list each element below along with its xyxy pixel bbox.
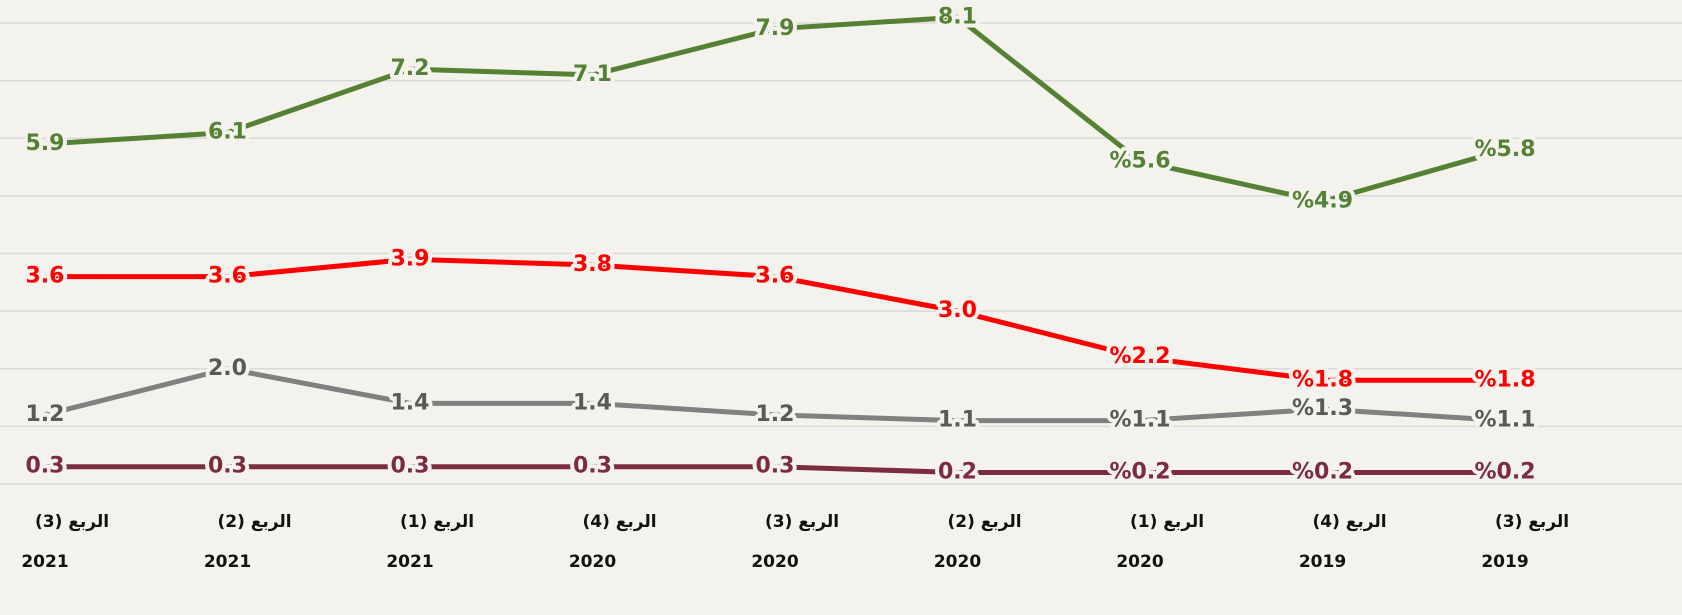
x-tick-label: الربع (3) <box>765 512 839 532</box>
x-tick-label: الربع (4) <box>582 512 656 532</box>
data-label: 0.3 <box>573 454 612 479</box>
data-label: %0.2 <box>1109 459 1170 484</box>
x-tick-label: الربع (3) <box>1495 512 1569 532</box>
data-label: %0.2 <box>1474 459 1535 484</box>
x-tick-year: 2020 <box>1116 552 1163 572</box>
x-tick-label: الربع (2) <box>217 512 291 532</box>
data-label: 3.6 <box>208 264 247 289</box>
x-tick-year: 2020 <box>751 552 798 572</box>
data-label: 0.3 <box>26 454 65 479</box>
data-label: 7.1 <box>573 62 612 87</box>
x-tick-label: الربع (4) <box>1312 512 1386 532</box>
data-label: %1.8 <box>1292 367 1353 392</box>
data-label: %1.1 <box>1474 408 1535 433</box>
data-label: 8.1 <box>938 4 977 29</box>
x-tick-year: 2021 <box>204 552 251 572</box>
data-label: 3.8 <box>573 252 612 277</box>
data-label: 0.2 <box>938 459 977 484</box>
data-label: 1.4 <box>391 390 430 415</box>
data-label: 3.6 <box>26 264 65 289</box>
x-tick-label: الربع (3) <box>35 512 109 532</box>
data-label: 1.1 <box>938 408 977 433</box>
data-label: 1.4 <box>573 390 612 415</box>
data-label: 5.9 <box>26 131 65 156</box>
data-label: %4.9 <box>1292 189 1353 214</box>
series-line <box>44 366 1506 424</box>
data-label: 6.1 <box>208 120 247 145</box>
data-label: 2.0 <box>208 356 247 381</box>
x-tick-year: 2019 <box>1481 552 1528 572</box>
x-tick-label: الربع (1) <box>400 512 474 532</box>
data-label: %1.8 <box>1474 367 1535 392</box>
x-tick-year: 2019 <box>1299 552 1346 572</box>
data-label: %5.6 <box>1109 148 1170 173</box>
series-line <box>45 464 1505 475</box>
x-tick-label: الربع (2) <box>947 512 1021 532</box>
data-label: 1.2 <box>26 402 65 427</box>
data-label: %1.1 <box>1109 408 1170 433</box>
data-label: 7.2 <box>391 56 430 81</box>
x-tick-year: 2020 <box>934 552 981 572</box>
data-label: %0.2 <box>1292 459 1353 484</box>
x-tick-year: 2021 <box>386 552 433 572</box>
series-line <box>45 256 1505 383</box>
x-tick-year: 2020 <box>569 552 616 572</box>
data-label: 3.6 <box>756 264 795 289</box>
data-label: %2.2 <box>1109 344 1170 369</box>
series-line <box>44 14 1506 205</box>
data-label: 7.9 <box>756 16 795 41</box>
data-label: 0.3 <box>391 454 430 479</box>
data-label: %5.8 <box>1474 137 1535 162</box>
x-tick-label: الربع (1) <box>1130 512 1204 532</box>
data-label: %1.3 <box>1292 396 1353 421</box>
data-label: 1.2 <box>756 402 795 427</box>
data-label: 0.3 <box>208 454 247 479</box>
data-label: 3.0 <box>938 298 977 323</box>
x-tick-year: 2021 <box>21 552 68 572</box>
data-label: 0.3 <box>756 454 795 479</box>
data-label: 3.9 <box>391 246 430 271</box>
